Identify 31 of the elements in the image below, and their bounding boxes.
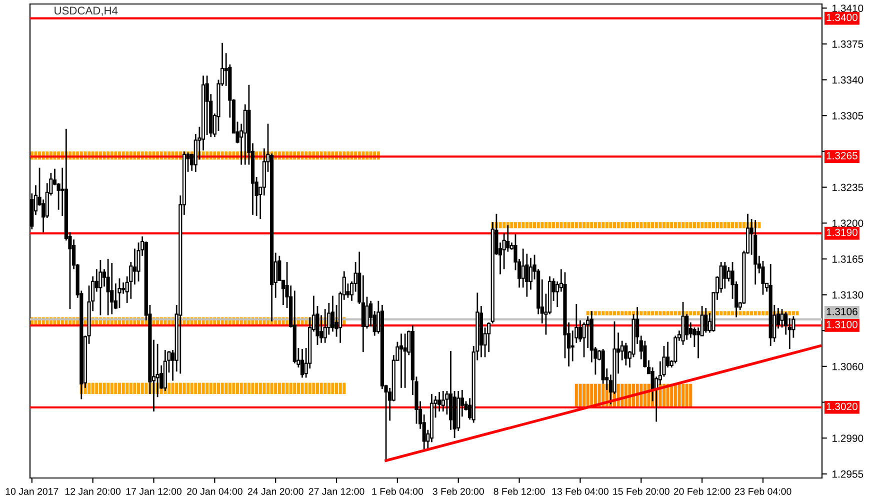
y-tick-label: 1.3200	[832, 220, 864, 227]
ref-line-label: 1.3106	[826, 308, 858, 316]
x-tick-label: 20 Jan 04:00	[187, 488, 242, 495]
x-tick-label: 17 Jan 12:00	[126, 488, 182, 495]
ref-line-label: 1.3020	[826, 402, 858, 410]
chart-title: USDCAD,H4	[54, 6, 118, 16]
x-tick-label: 12 Jan 20:00	[65, 488, 121, 495]
x-tick-label: 10 Jan 2017	[6, 488, 58, 495]
ref-line-label: 1.3265	[826, 152, 858, 160]
y-tick-label: 1.3060	[832, 362, 864, 370]
x-tick-label: 3 Feb 20:00	[432, 488, 484, 495]
y-tick-label: 1.3130	[832, 291, 864, 299]
x-tick-label: 8 Feb 12:00	[494, 488, 545, 495]
x-tick-label: 20 Feb 12:00	[674, 488, 730, 495]
y-tick-label: 1.2955	[832, 470, 864, 478]
x-tick-label: 23 Feb 04:00	[734, 488, 792, 495]
x-tick-label: 27 Jan 12:00	[308, 488, 364, 495]
y-tick-label: 1.2990	[832, 434, 864, 442]
x-tick-label: 15 Feb 20:00	[613, 488, 670, 495]
x-tick-label: 1 Feb 04:00	[372, 488, 424, 495]
x-tick-label: 13 Feb 04:00	[552, 488, 608, 495]
y-tick-label: 1.3340	[832, 76, 864, 84]
y-tick-label: 1.3375	[832, 40, 864, 48]
ref-line-label: 1.3400	[826, 14, 858, 22]
y-tick-label: 1.3235	[832, 184, 864, 192]
ref-line-label: 1.3190	[826, 228, 858, 236]
x-tick-label: 24 Jan 20:00	[248, 488, 304, 495]
ref-line-label: 1.3100	[826, 320, 858, 328]
y-tick-label: 1.3305	[832, 112, 864, 120]
y-tick-label: 1.3410	[832, 4, 864, 12]
y-tick-label: 1.3165	[832, 255, 864, 263]
